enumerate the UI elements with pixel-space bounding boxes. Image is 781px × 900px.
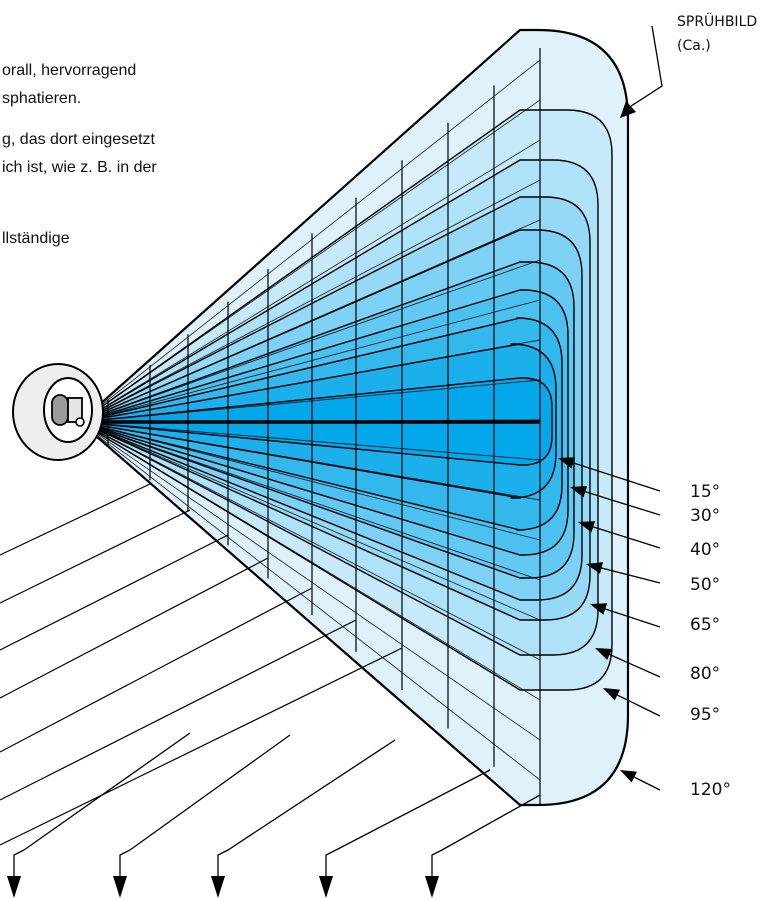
down-arrow-leader-3: [217, 739, 396, 878]
ray-line-2: [79, 99, 541, 423]
arrow-spray-label-head: [620, 101, 636, 118]
arrow-spray-label-shaft: [627, 25, 663, 109]
arrow-spray-label: [620, 25, 663, 118]
text-line-1: orall, hervorragend: [2, 62, 137, 79]
arrow-40: [578, 521, 661, 549]
ray-line-9: [79, 379, 541, 423]
leader-diagonal-5: [0, 587, 313, 753]
down-arrow-head-2: [113, 876, 127, 898]
arrow-120-head: [620, 770, 637, 783]
arrow-120: [620, 770, 661, 791]
ray-line-5: [79, 219, 541, 423]
ray-line-8: [79, 339, 541, 423]
ray-line-16: [79, 421, 541, 661]
down-arrow-2: [113, 734, 291, 898]
arrow-80: [595, 648, 661, 678]
bottom-arrows: [0, 483, 541, 898]
angle-label-50: 50°: [690, 575, 721, 595]
leader-diagonal-6: [0, 619, 357, 801]
down-arrow-3: [211, 739, 396, 898]
arrow-65-head: [590, 603, 608, 615]
text-line-5: llständige: [2, 230, 70, 247]
arrow-30-head: [570, 486, 588, 498]
spray-pattern-label-line1: SPRÜHBILD: [677, 14, 758, 30]
arrow-80-head: [595, 648, 613, 660]
arrow-30: [570, 486, 661, 516]
leader-diagonal-7: [0, 647, 403, 846]
arrow-50-head: [586, 562, 603, 574]
down-arrow-head-1: [7, 876, 21, 898]
nozzle-icon: [12, 363, 104, 461]
angle-label-15: 15°: [690, 482, 721, 502]
text-line-2: sphatieren.: [2, 90, 82, 107]
ray-line-18: [79, 421, 541, 741]
ray-line-1: [79, 59, 541, 423]
spray-cone: [78, 28, 630, 807]
arrow-15-head: [558, 457, 576, 469]
ray-line-13: [79, 421, 541, 541]
down-arrow-5: [425, 794, 541, 898]
ray-line-11: [79, 421, 541, 461]
arrow-65: [590, 603, 661, 628]
arrow-80-shaft: [609, 653, 661, 678]
nozzle-tip: [67, 397, 83, 423]
down-arrow-leader-4: [325, 769, 491, 878]
down-arrow-head-4: [319, 876, 333, 898]
nozzle-orifice: [75, 417, 85, 427]
ray-line-17: [79, 421, 541, 701]
angle-label-65: 65°: [690, 615, 721, 635]
angle-label-40: 40°: [690, 540, 721, 560]
ray-line-12: [79, 421, 541, 501]
ray-line-15: [79, 421, 541, 621]
arrow-40-shaft: [593, 526, 661, 549]
arrow-95: [603, 688, 661, 717]
down-arrow-1: [7, 732, 191, 898]
leader-diagonal-3: [0, 534, 229, 651]
arrow-30-shaft: [585, 491, 661, 516]
arrow-65-shaft: [604, 608, 661, 628]
arrow-95-head: [603, 688, 621, 701]
down-arrow-leader-2: [119, 734, 291, 878]
arrow-15: [558, 457, 661, 492]
pointer-arrows: [558, 25, 663, 791]
spray-pattern-label-line2: (Ca.): [677, 38, 711, 54]
spray-pattern-label: SPRÜHBILD (Ca.): [677, 10, 757, 58]
ray-line-14: [79, 421, 541, 581]
down-arrow-4: [319, 769, 491, 898]
cone-grid-lines: [79, 48, 541, 805]
ray-line-6: [79, 259, 541, 423]
ray-line-7: [79, 299, 541, 423]
arrow-50: [586, 562, 661, 584]
down-arrow-head-5: [425, 876, 439, 898]
ray-line-3: [79, 139, 541, 423]
text-line-4: ich ist, wie z. B. in der: [2, 159, 157, 176]
text-line-3: g, das dort eingesetzt: [2, 131, 155, 148]
angle-label-95: 95°: [690, 705, 721, 725]
down-arrow-leader-5: [431, 794, 541, 878]
ray-line-19: [79, 421, 541, 781]
arrow-15-shaft: [573, 462, 661, 492]
leader-diagonal-2: [0, 509, 191, 604]
arrow-50-shaft: [601, 567, 661, 584]
angle-label-120: 120°: [690, 780, 731, 800]
arrow-120-shaft: [634, 776, 661, 791]
down-arrow-head-3: [211, 876, 225, 898]
leader-diagonal-1: [0, 483, 151, 556]
angle-label-30: 30°: [690, 506, 721, 526]
down-arrow-leader-1: [13, 732, 191, 878]
arrow-40-head: [578, 521, 596, 533]
arrow-95-shaft: [617, 694, 661, 717]
ray-line-4: [79, 179, 541, 423]
nozzle-tip-shade: [51, 394, 69, 426]
leader-diagonal-4: [0, 557, 269, 699]
angle-label-80: 80°: [690, 664, 721, 684]
